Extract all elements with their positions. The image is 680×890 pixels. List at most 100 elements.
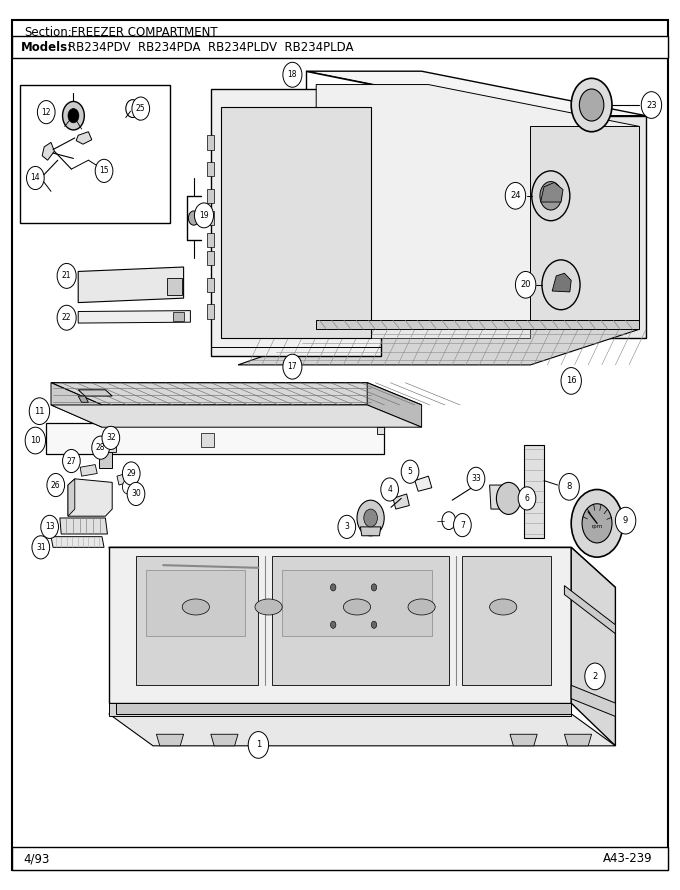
Bar (173, 312, 184, 321)
Text: 30: 30 (131, 490, 141, 498)
Circle shape (127, 482, 145, 506)
Circle shape (371, 621, 377, 628)
Polygon shape (42, 142, 54, 160)
Circle shape (571, 490, 623, 557)
Polygon shape (415, 476, 432, 491)
Text: 22: 22 (62, 313, 71, 322)
Circle shape (102, 426, 120, 449)
Text: 23: 23 (646, 101, 657, 109)
Polygon shape (51, 383, 422, 405)
Circle shape (515, 271, 536, 298)
Polygon shape (109, 714, 615, 746)
Circle shape (95, 159, 113, 182)
Polygon shape (78, 267, 184, 303)
Circle shape (330, 621, 336, 628)
Circle shape (57, 305, 76, 330)
Circle shape (559, 473, 579, 500)
Circle shape (92, 436, 109, 459)
Circle shape (467, 467, 485, 490)
Text: 15: 15 (99, 166, 109, 175)
Circle shape (401, 460, 419, 483)
Polygon shape (207, 304, 214, 319)
Circle shape (364, 509, 377, 527)
Text: Section:: Section: (24, 27, 71, 39)
Text: 25: 25 (136, 104, 146, 113)
Circle shape (532, 171, 570, 221)
Text: rpm: rpm (592, 524, 602, 530)
Text: 13: 13 (45, 522, 54, 531)
Text: RB234PDV  RB234PDA  RB234PLDV  RB234PLDA: RB234PDV RB234PDA RB234PLDV RB234PLDA (68, 41, 354, 53)
Circle shape (561, 368, 581, 394)
Polygon shape (207, 251, 214, 265)
Ellipse shape (255, 599, 282, 615)
Circle shape (188, 211, 199, 225)
Circle shape (32, 536, 50, 559)
Text: A43-239: A43-239 (603, 853, 653, 865)
Polygon shape (571, 547, 615, 746)
Polygon shape (510, 734, 537, 746)
Bar (12, 36, 668, 58)
Polygon shape (393, 494, 409, 509)
Bar (201, 433, 214, 447)
Polygon shape (51, 405, 422, 427)
Polygon shape (306, 325, 639, 338)
Circle shape (338, 515, 356, 538)
Text: 24: 24 (510, 191, 521, 200)
Polygon shape (530, 126, 639, 325)
Circle shape (540, 182, 562, 210)
Polygon shape (211, 89, 381, 356)
Polygon shape (109, 547, 615, 587)
Circle shape (571, 78, 612, 132)
Polygon shape (51, 537, 104, 547)
Text: 8: 8 (566, 482, 572, 491)
Circle shape (615, 507, 636, 534)
Circle shape (25, 427, 46, 454)
Circle shape (585, 663, 605, 690)
Bar (20, 85, 170, 222)
Polygon shape (571, 685, 615, 716)
Polygon shape (541, 182, 563, 202)
Text: Models:: Models: (20, 41, 72, 53)
Bar (99, 452, 112, 468)
Circle shape (126, 100, 139, 117)
Circle shape (357, 500, 384, 536)
Text: 27: 27 (67, 457, 76, 465)
Polygon shape (272, 556, 449, 685)
Polygon shape (207, 162, 214, 176)
Circle shape (122, 480, 133, 494)
Polygon shape (207, 211, 214, 225)
Circle shape (248, 732, 269, 758)
Circle shape (454, 514, 471, 537)
Text: 31: 31 (36, 543, 46, 552)
Polygon shape (78, 396, 88, 402)
Polygon shape (146, 570, 245, 636)
Text: 5: 5 (407, 467, 413, 476)
Circle shape (283, 62, 302, 87)
Polygon shape (51, 383, 102, 427)
Text: 1: 1 (256, 740, 261, 749)
Text: 26: 26 (51, 481, 61, 490)
Text: 16: 16 (566, 376, 577, 385)
Text: 11: 11 (34, 407, 45, 416)
Polygon shape (306, 71, 646, 116)
Circle shape (27, 166, 44, 190)
Text: 2: 2 (592, 672, 598, 681)
Polygon shape (116, 703, 571, 714)
Polygon shape (316, 85, 639, 325)
Text: 19: 19 (199, 211, 209, 220)
Circle shape (505, 182, 526, 209)
Text: 9: 9 (623, 516, 628, 525)
Text: 32: 32 (106, 433, 116, 442)
Polygon shape (377, 427, 384, 434)
Circle shape (371, 584, 377, 591)
Circle shape (518, 487, 536, 510)
Polygon shape (78, 311, 190, 323)
Polygon shape (46, 423, 384, 454)
Polygon shape (367, 383, 422, 427)
Polygon shape (490, 485, 515, 509)
Circle shape (641, 92, 662, 118)
Text: 17: 17 (288, 362, 297, 371)
Polygon shape (80, 465, 97, 476)
Polygon shape (238, 329, 639, 365)
Polygon shape (136, 556, 258, 685)
